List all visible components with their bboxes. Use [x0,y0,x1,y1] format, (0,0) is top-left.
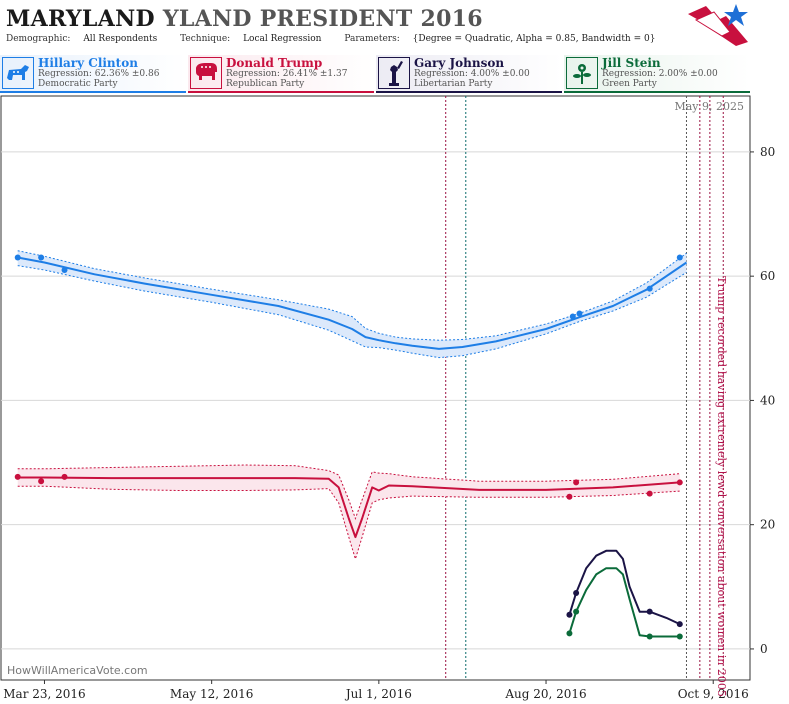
candidate-legend: Hillary Clinton Regression: 62.36% ±0.86… [0,55,789,93]
y-tick-label: 40 [760,393,775,407]
poll-point [646,633,653,640]
flower-icon [566,57,598,89]
x-tick-label: May 12, 2016 [170,687,253,701]
poll-point [14,254,21,261]
parameters-label: Parameters: [344,34,400,44]
poll-point [646,285,653,292]
poll-point [61,266,68,273]
legend-item-johnson[interactable]: Gary Johnson Regression: 4.00% ±0.00 Lib… [376,55,562,93]
trend-line [17,476,680,539]
x-tick-label: Jul 1, 2016 [344,687,412,701]
x-tick-label: Mar 23, 2016 [3,687,85,701]
poll-point [676,633,683,640]
chart-header: MARYLAND YLAND PRESIDENT 2016 Demographi… [0,0,789,50]
poll-point [646,608,653,615]
candidate-regression: Regression: 26.41% ±1.37 [226,69,348,79]
series-gary-johnson [566,549,683,628]
series-donald-trump [14,464,683,561]
x-tick-label: Oct 9, 2016 [678,687,749,701]
candidate-name: Hillary Clinton [38,56,138,70]
confidence-band [17,465,680,559]
date-stamp: May 9, 2025 [674,100,744,113]
y-tick-label: 20 [760,518,775,532]
poll-point [576,310,583,317]
candidate-regression: Regression: 4.00% ±0.00 [414,69,530,79]
upper-bound-line [17,250,687,341]
poll-point [573,608,580,615]
poll-point [646,490,653,497]
poll-point [566,611,573,618]
confidence-band [17,250,687,358]
chart-title: MARYLAND YLAND PRESIDENT 2016 [6,6,483,32]
candidate-name: Jill Stein [602,56,661,70]
poll-point [569,313,576,320]
upper-bound-line [17,464,680,520]
series-hillary-clinton [14,250,688,359]
demographic-label: Demographic: [6,34,71,44]
poll-point [14,473,21,480]
candidate-party: Green Party [602,79,657,89]
y-tick-label: 0 [760,642,768,656]
poll-point [566,630,573,637]
candidate-name: Donald Trump [226,56,323,70]
poll-point [676,254,683,261]
demographic-value: All Respondents [83,34,158,44]
legend-item-clinton[interactable]: Hillary Clinton Regression: 62.36% ±0.86… [0,55,186,93]
technique-value: Local Regression [243,34,322,44]
poll-point [38,254,45,261]
elephant-icon [190,57,222,89]
donkey-icon [2,57,34,89]
statue-of-liberty-icon [378,57,410,89]
event-annotation: Trump recorded having extremely lewd con… [715,276,728,697]
y-tick-label: 60 [760,269,775,283]
lower-bound-line [17,485,680,561]
y-tick-label: 80 [760,145,775,159]
plot-frame [0,95,751,681]
title-state: MARYLAND [6,6,155,32]
x-tick-label: Aug 20, 2016 [504,687,586,701]
legend-item-stein[interactable]: Jill Stein Regression: 2.00% ±0.00 Green… [564,55,750,93]
site-credit: HowWillAmericaVote.com [7,664,148,677]
candidate-party: Republican Party [226,79,305,89]
candidate-name: Gary Johnson [414,56,505,70]
parameters-value: {Degree = Quadratic, Alpha = 0.85, Bandw… [412,34,656,44]
candidate-party: Libertarian Party [414,79,493,89]
site-logo-icon[interactable] [686,2,750,50]
legend-item-trump[interactable]: Donald Trump Regression: 26.41% ±1.37 Re… [188,55,374,93]
technique-label: Technique: [180,34,231,44]
poll-point [61,473,68,480]
poll-point [573,590,580,597]
candidate-regression: Regression: 62.36% ±0.86 [38,69,160,79]
title-rest: YLAND PRESIDENT 2016 [162,6,483,32]
parameters-line: Demographic: All Respondents Technique: … [6,34,675,44]
poll-point [38,478,45,485]
poll-point [676,479,683,486]
lower-bound-line [17,265,687,359]
candidate-party: Democratic Party [38,79,118,89]
candidate-regression: Regression: 2.00% ±0.00 [602,69,718,79]
poll-point [566,493,573,500]
poll-point [676,621,683,628]
poll-point [573,479,580,486]
series-jill-stein [566,567,683,640]
